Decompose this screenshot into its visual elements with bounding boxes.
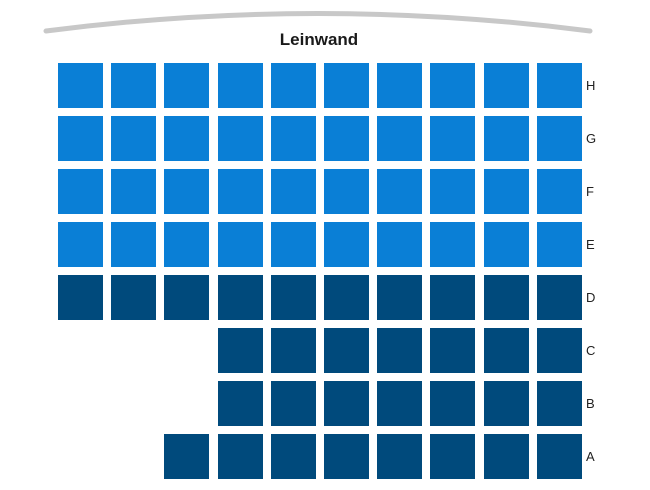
seat-a-4[interactable] <box>218 434 263 479</box>
seat-e-3[interactable] <box>164 222 209 267</box>
seat-f-10[interactable] <box>537 169 582 214</box>
seat-e-8[interactable] <box>430 222 475 267</box>
screen-arc <box>43 11 593 34</box>
seat-b-4[interactable] <box>218 381 263 426</box>
seat-h-4[interactable] <box>218 63 263 108</box>
seat-g-9[interactable] <box>484 116 529 161</box>
seat-b-8[interactable] <box>430 381 475 426</box>
seat-f-7[interactable] <box>377 169 422 214</box>
seat-b-10[interactable] <box>537 381 582 426</box>
seat-a-9[interactable] <box>484 434 529 479</box>
row-label-a: A <box>586 449 595 464</box>
seat-e-6[interactable] <box>324 222 369 267</box>
seat-g-5[interactable] <box>271 116 316 161</box>
seat-a-6[interactable] <box>324 434 369 479</box>
seat-c-9[interactable] <box>484 328 529 373</box>
seat-e-2[interactable] <box>111 222 156 267</box>
seat-h-6[interactable] <box>324 63 369 108</box>
seat-b-7[interactable] <box>377 381 422 426</box>
seat-h-7[interactable] <box>377 63 422 108</box>
seat-g-7[interactable] <box>377 116 422 161</box>
seat-h-10[interactable] <box>537 63 582 108</box>
seat-a-8[interactable] <box>430 434 475 479</box>
seat-h-9[interactable] <box>484 63 529 108</box>
seat-e-7[interactable] <box>377 222 422 267</box>
seat-d-10[interactable] <box>537 275 582 320</box>
row-label-b: B <box>586 396 595 411</box>
seat-d-1[interactable] <box>58 275 103 320</box>
seat-g-8[interactable] <box>430 116 475 161</box>
seat-g-10[interactable] <box>537 116 582 161</box>
seat-d-8[interactable] <box>430 275 475 320</box>
seat-g-1[interactable] <box>58 116 103 161</box>
seat-g-3[interactable] <box>164 116 209 161</box>
row-label-e: E <box>586 237 595 252</box>
seat-d-4[interactable] <box>218 275 263 320</box>
seat-b-5[interactable] <box>271 381 316 426</box>
seat-f-2[interactable] <box>111 169 156 214</box>
seat-d-2[interactable] <box>111 275 156 320</box>
seat-b-9[interactable] <box>484 381 529 426</box>
seat-e-1[interactable] <box>58 222 103 267</box>
screen-label: Leinwand <box>279 30 359 49</box>
seat-c-10[interactable] <box>537 328 582 373</box>
seat-f-6[interactable] <box>324 169 369 214</box>
seat-c-4[interactable] <box>218 328 263 373</box>
seat-g-6[interactable] <box>324 116 369 161</box>
seat-d-6[interactable] <box>324 275 369 320</box>
seat-d-9[interactable] <box>484 275 529 320</box>
seat-h-2[interactable] <box>111 63 156 108</box>
seat-h-8[interactable] <box>430 63 475 108</box>
seat-a-5[interactable] <box>271 434 316 479</box>
seat-d-5[interactable] <box>271 275 316 320</box>
seat-f-9[interactable] <box>484 169 529 214</box>
seat-f-5[interactable] <box>271 169 316 214</box>
seat-f-4[interactable] <box>218 169 263 214</box>
seat-d-7[interactable] <box>377 275 422 320</box>
seat-c-7[interactable] <box>377 328 422 373</box>
seat-g-4[interactable] <box>218 116 263 161</box>
seat-a-10[interactable] <box>537 434 582 479</box>
seat-h-5[interactable] <box>271 63 316 108</box>
seat-b-6[interactable] <box>324 381 369 426</box>
seat-a-7[interactable] <box>377 434 422 479</box>
seat-e-10[interactable] <box>537 222 582 267</box>
seat-e-9[interactable] <box>484 222 529 267</box>
seat-e-4[interactable] <box>218 222 263 267</box>
seat-d-3[interactable] <box>164 275 209 320</box>
seat-a-3[interactable] <box>164 434 209 479</box>
seat-h-1[interactable] <box>58 63 103 108</box>
seat-c-6[interactable] <box>324 328 369 373</box>
seat-c-8[interactable] <box>430 328 475 373</box>
row-label-d: D <box>586 290 596 305</box>
row-label-f: F <box>586 184 594 199</box>
seat-h-3[interactable] <box>164 63 209 108</box>
row-label-c: C <box>586 343 596 358</box>
row-label-h: H <box>586 78 596 93</box>
seat-g-2[interactable] <box>111 116 156 161</box>
seat-e-5[interactable] <box>271 222 316 267</box>
row-label-g: G <box>586 131 597 146</box>
seat-f-1[interactable] <box>58 169 103 214</box>
seat-c-5[interactable] <box>271 328 316 373</box>
seat-f-8[interactable] <box>430 169 475 214</box>
seat-f-3[interactable] <box>164 169 209 214</box>
